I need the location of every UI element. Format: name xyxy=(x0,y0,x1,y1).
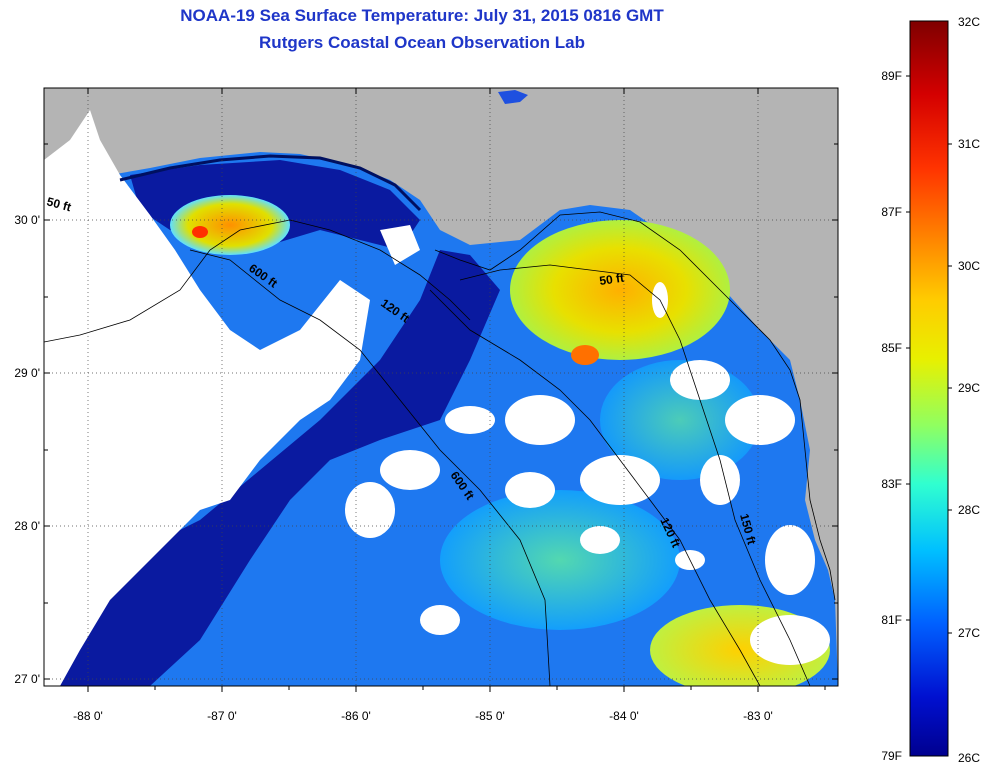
map-frame xyxy=(43,87,839,687)
map-title: NOAA-19 Sea Surface Temperature: July 31… xyxy=(180,6,664,25)
x-tick-label-87: -87 0' xyxy=(207,709,237,723)
x-tick-marks xyxy=(87,88,826,692)
colorbar-label-26c: 26C xyxy=(958,751,980,765)
y-tick-marks xyxy=(44,143,838,680)
contour-label-50ft-west: 50 ft xyxy=(45,194,72,214)
colorbar-label-28c: 28C xyxy=(958,503,980,517)
colorbar-label-27c: 27C xyxy=(958,626,980,640)
hot-spot-west xyxy=(192,226,208,238)
coastline-east xyxy=(434,211,836,601)
warm-area-big-bend xyxy=(510,220,730,360)
bathymetry-contours xyxy=(44,219,811,686)
colorbar-label-30c: 30C xyxy=(958,259,980,273)
colorbar-label-83f: 83F xyxy=(881,477,902,491)
warm-area-panhandle xyxy=(170,195,290,255)
colorbar-label-87f: 87F xyxy=(881,205,902,219)
cyan-area xyxy=(440,490,680,630)
colorbar-label-32c: 32C xyxy=(958,15,980,29)
x-tick-label-84: -84 0' xyxy=(609,709,639,723)
colorbar-label-89f: 89F xyxy=(881,69,902,83)
y-tick-label-28: 28 0' xyxy=(14,519,40,533)
colorbar-label-85f: 85F xyxy=(881,341,902,355)
colorbar-label-79f: 79F xyxy=(881,749,902,763)
colorbar-label-81f: 81F xyxy=(881,613,902,627)
colorbar-ticks xyxy=(906,75,952,634)
graticule xyxy=(44,88,838,686)
colorbar-label-31c: 31C xyxy=(958,137,980,151)
hot-spot xyxy=(571,345,599,365)
map-subtitle: Rutgers Coastal Ocean Observation Lab xyxy=(259,33,585,52)
coastline xyxy=(119,154,422,212)
colorbar-label-29c: 29C xyxy=(958,381,980,395)
y-tick-label-30: 30 0' xyxy=(14,213,40,227)
x-tick-label-88: -88 0' xyxy=(73,709,103,723)
x-tick-label-83: -83 0' xyxy=(743,709,773,723)
cold-band xyxy=(60,250,500,686)
colorbar xyxy=(909,20,949,757)
cloud-mask xyxy=(44,110,830,686)
y-tick-label-27: 27 0' xyxy=(14,672,40,686)
x-tick-label-85: -85 0' xyxy=(475,709,505,723)
y-tick-label-29: 29 0' xyxy=(14,366,40,380)
contour-label-50ft-east: 50 ft xyxy=(598,271,624,288)
inland-water-patch xyxy=(498,90,528,104)
x-tick-label-86: -86 0' xyxy=(341,709,371,723)
